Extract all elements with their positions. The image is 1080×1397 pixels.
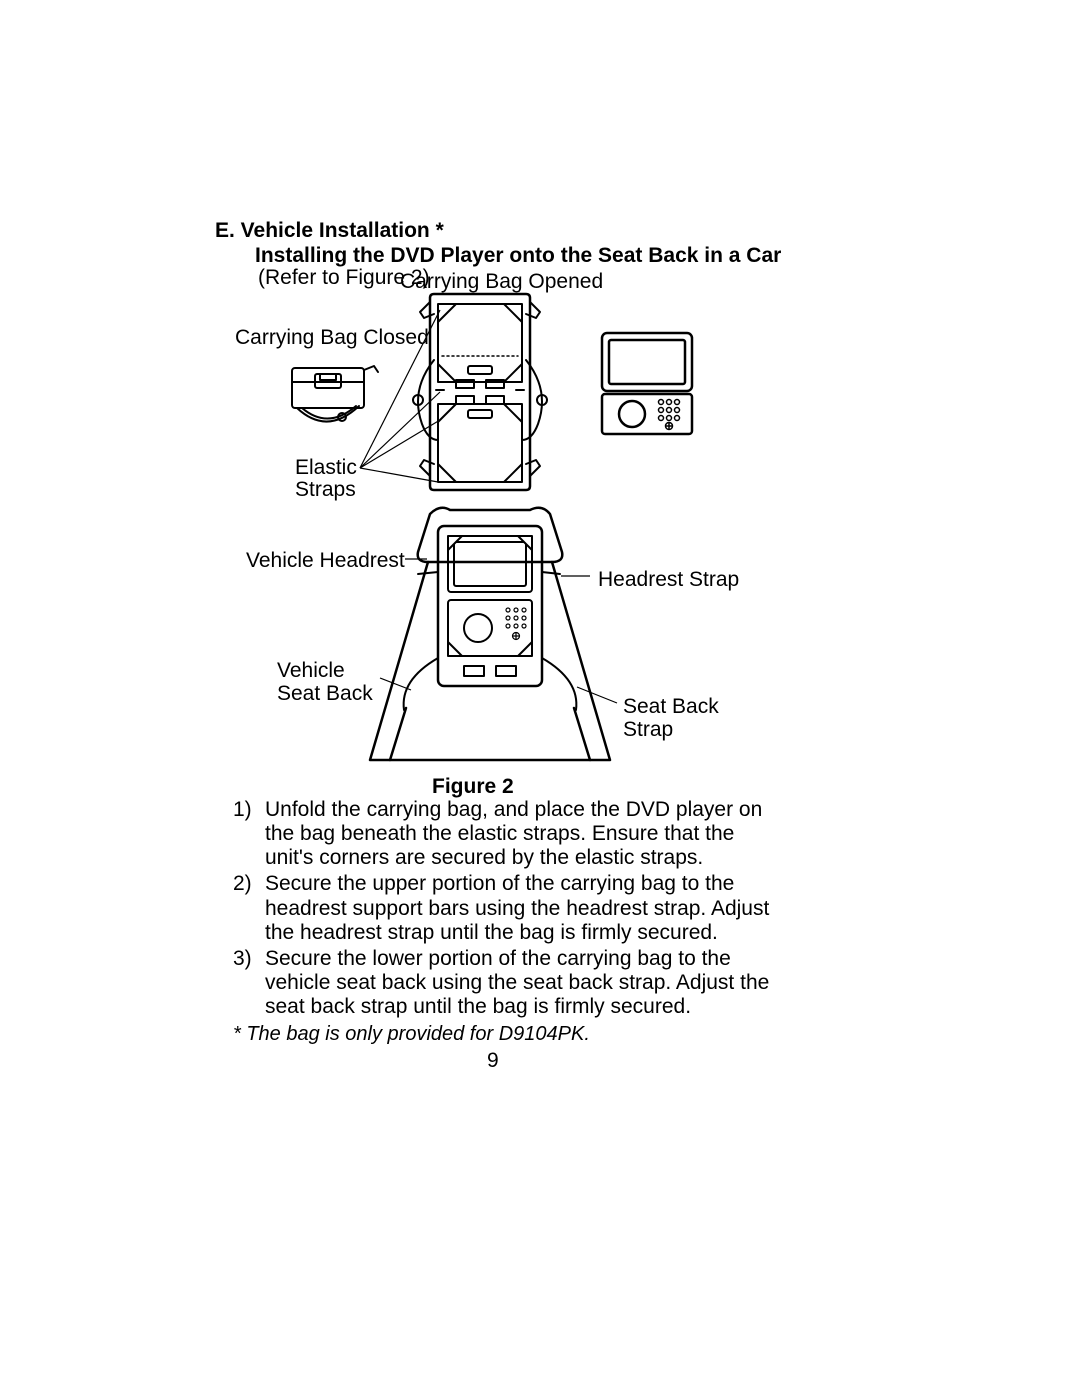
section-title: E. Vehicle Installation *: [215, 219, 444, 243]
step-2-text: Secure the upper portion of the carrying…: [265, 872, 773, 944]
subtitle: Installing the DVD Player onto the Seat …: [255, 244, 781, 268]
step-1-num: 1): [233, 798, 265, 870]
step-2-num: 2): [233, 872, 265, 944]
page-number: 9: [487, 1049, 499, 1073]
manual-page: E. Vehicle Installation * Installing the…: [0, 0, 1080, 1397]
label-elastic: Elastic: [295, 456, 357, 480]
figure-caption: Figure 2: [432, 775, 514, 799]
footnote: * The bag is only provided for D9104PK.: [233, 1023, 773, 1046]
seat-back-l1: Vehicle: [277, 659, 345, 682]
diagram-dvd-player: [599, 330, 699, 440]
step-1: 1) Unfold the carrying bag, and place th…: [233, 798, 773, 870]
label-straps: Straps: [295, 478, 356, 502]
label-vehicle-seat-back: Vehicle Seat Back: [277, 659, 373, 705]
step-2: 2) Secure the upper portion of the carry…: [233, 872, 773, 944]
leader-elastic: [355, 300, 445, 490]
instruction-steps: 1) Unfold the carrying bag, and place th…: [233, 798, 773, 1046]
step-3-num: 3): [233, 947, 265, 1019]
step-3-text: Secure the lower portion of the carrying…: [265, 947, 773, 1019]
leader-seat: [375, 555, 625, 715]
step-1-text: Unfold the carrying bag, and place the D…: [265, 798, 773, 870]
seat-back-l2: Seat Back: [277, 682, 373, 705]
step-3: 3) Secure the lower portion of the carry…: [233, 947, 773, 1019]
